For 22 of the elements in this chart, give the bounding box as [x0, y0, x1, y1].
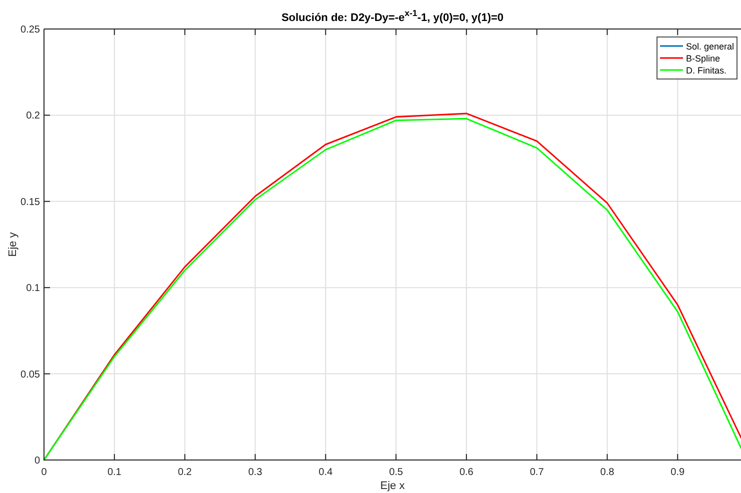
- y-tick-label: 0: [34, 456, 40, 466]
- chart-title: Solución de: D2y-Dy=-e$^{x-1}$-1, y(0)=0, y(1)=0: [281, 8, 504, 24]
- y-tick-label: 0.1: [26, 283, 40, 294]
- x-tick-label: 0.1: [107, 467, 122, 478]
- x-tick-label: 0.6: [459, 467, 474, 478]
- y-tick-label: 0.25: [20, 24, 40, 36]
- x-tick-label: 0.7: [530, 467, 544, 478]
- x-tick-label: 0.4: [318, 467, 334, 478]
- y-tick-label: 0.05: [20, 369, 40, 380]
- y-axis-title: Eje y: [7, 232, 19, 257]
- x-tick-label: 0.8: [600, 467, 615, 478]
- x-tick-label: 0.2: [178, 467, 192, 478]
- x-tick-label: 0: [41, 467, 48, 478]
- x-tick-label: 0.5: [389, 467, 404, 478]
- y-tick-label: 0.15: [20, 196, 40, 208]
- legend-label: Sol. general: [686, 42, 734, 52]
- x-tick-label: 0.9: [670, 467, 686, 478]
- legend-label: B-Spline: [686, 54, 720, 64]
- y-tick-label: 0.2: [26, 110, 40, 122]
- x-tick-label: 0.3: [248, 467, 263, 478]
- x-axis-title: Eje x: [380, 480, 406, 492]
- legend-label: D. Finitas.: [686, 66, 727, 76]
